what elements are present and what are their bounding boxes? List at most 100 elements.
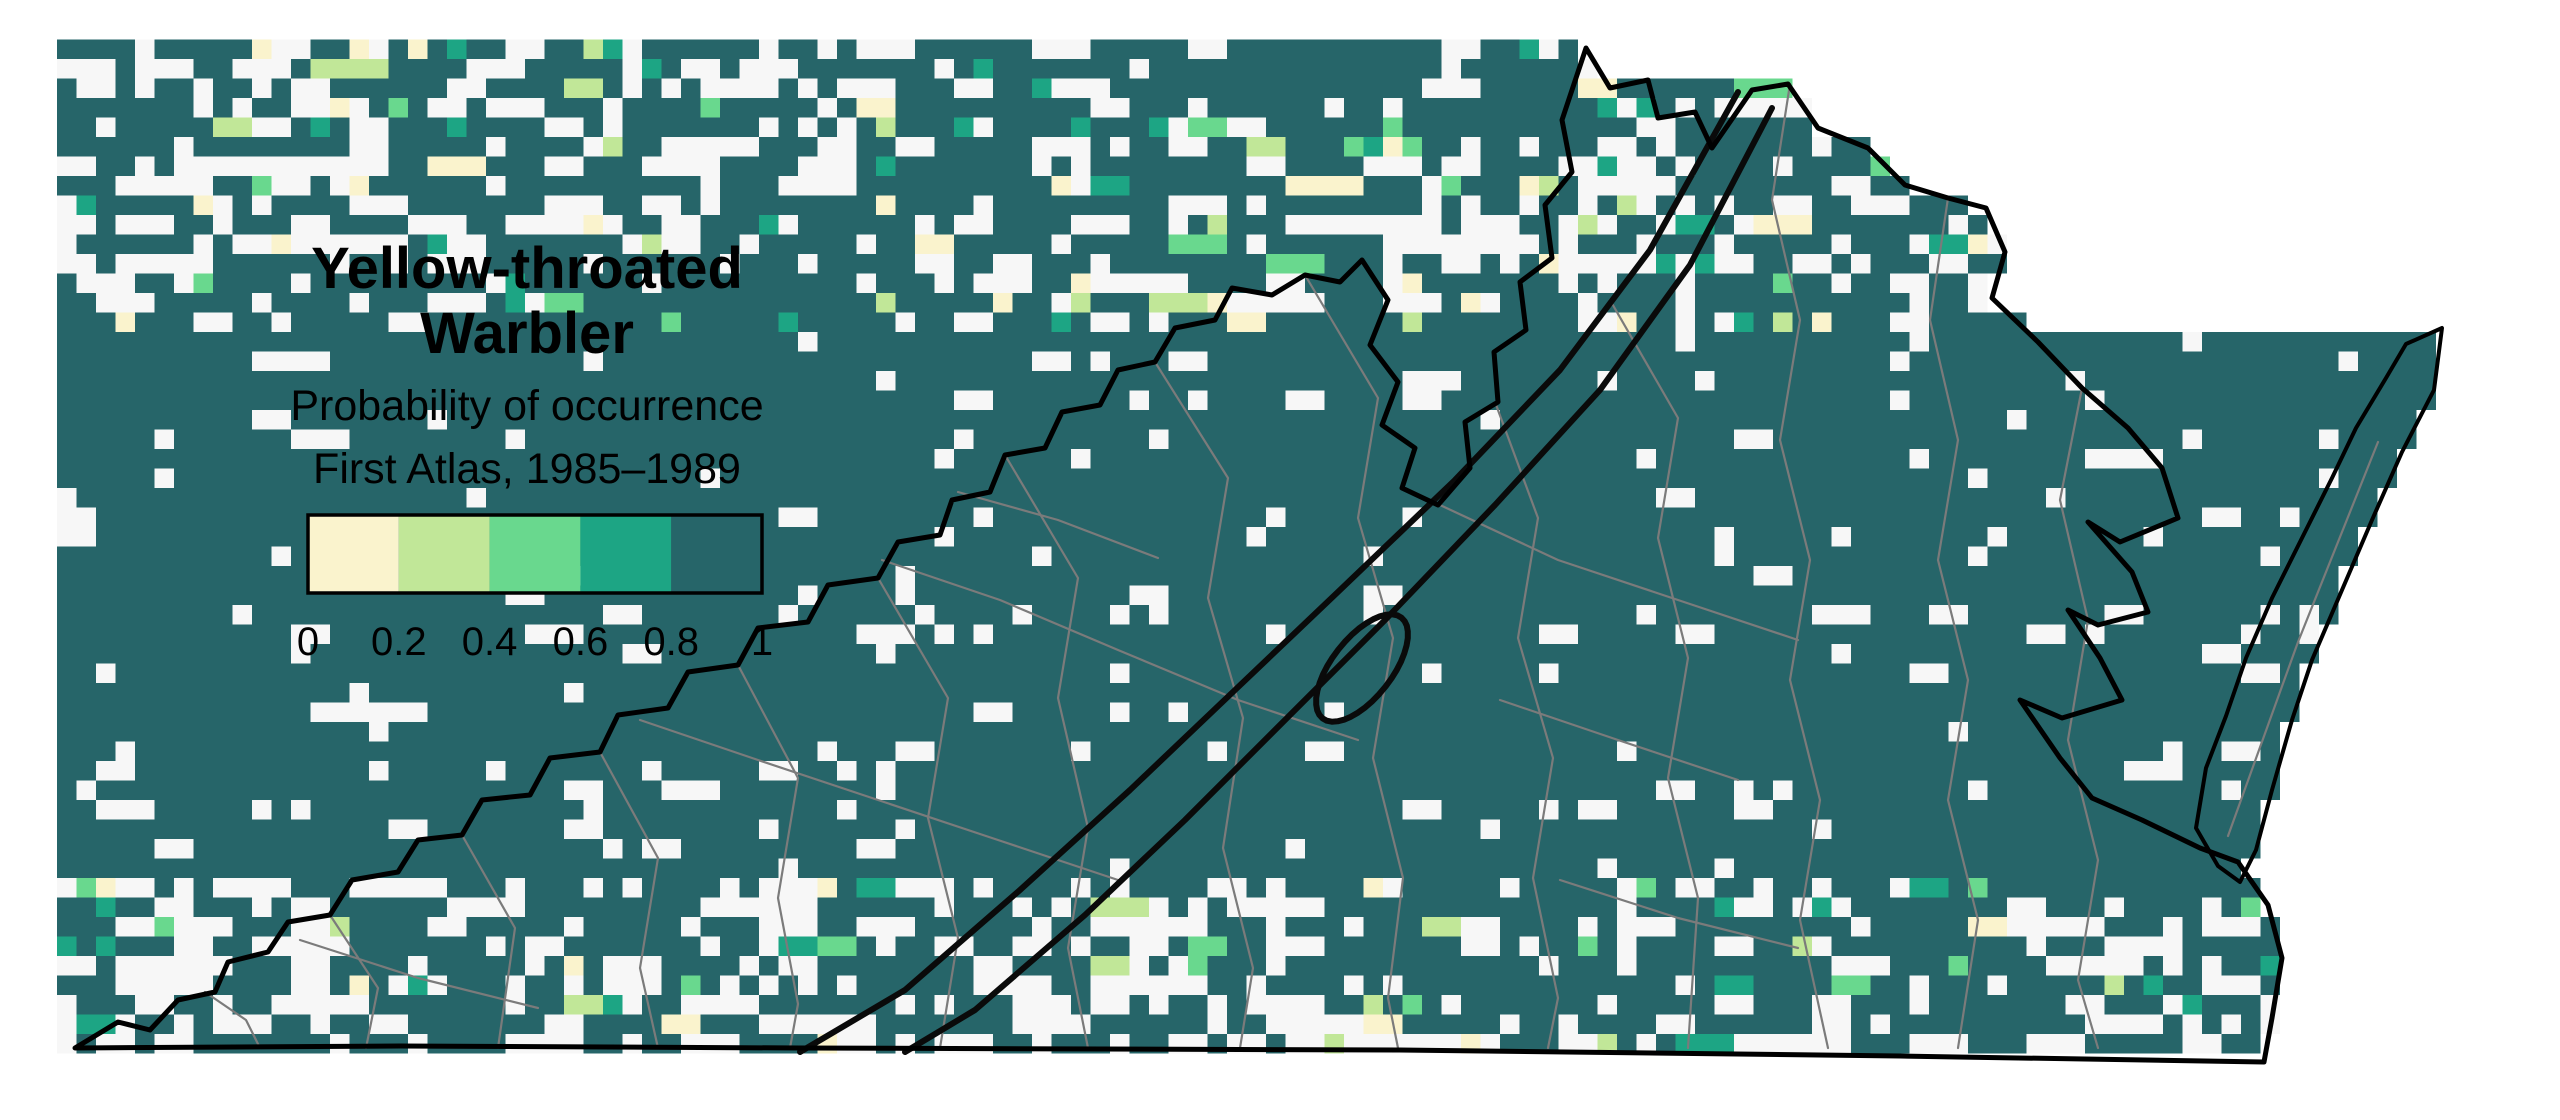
grid-cell [1402,527,1422,547]
grid-cell [154,273,174,293]
grid-cell [1890,293,1910,313]
grid-cell [1656,722,1676,742]
grid-cell [1012,410,1032,430]
grid-cell [603,702,623,722]
grid-cell [1636,293,1656,313]
grid-cell [271,897,291,917]
grid-cell [135,429,155,449]
grid-cell [2221,722,2241,742]
grid-cell [603,332,623,352]
grid-cell [1246,566,1266,586]
grid-cell [2046,819,2066,839]
grid-cell [1539,527,1559,547]
grid-cell [1090,644,1110,664]
grid-cell [1188,390,1208,410]
grid-cell [1246,624,1266,644]
grid-cell [1753,546,1773,566]
grid-cell [1812,800,1832,820]
grid-cell [954,117,974,137]
grid-cell [2260,722,2280,742]
grid-cell [1578,800,1598,820]
probability-grid [57,39,2436,1054]
grid-cell [1344,819,1364,839]
grid-cell [135,546,155,566]
grid-cell [759,254,779,274]
grid-cell [1207,390,1227,410]
grid-cell [1929,663,1949,683]
grid-cell [1227,78,1247,98]
grid-cell [427,312,447,332]
grid-cell [349,59,369,79]
grid-cell [973,39,993,59]
grid-cell [2221,507,2241,527]
grid-cell [1168,761,1188,781]
grid-cell [1578,215,1598,235]
grid-cell [1851,332,1871,352]
grid-cell [1012,663,1032,683]
grid-cell [759,390,779,410]
grid-cell [135,410,155,430]
grid-cell [603,741,623,761]
grid-cell [1168,137,1188,157]
grid-cell [1909,605,1929,625]
grid-cell [505,644,525,664]
grid-cell [993,546,1013,566]
grid-cell [817,215,837,235]
grid-cell [603,156,623,176]
grid-cell [1129,605,1149,625]
grid-cell [525,78,545,98]
grid-cell [1012,527,1032,547]
grid-cell [2182,663,2202,683]
grid-cell [76,585,96,605]
grid-cell [1344,546,1364,566]
grid-cell [232,449,252,469]
grid-cell [2065,507,2085,527]
grid-cell [1422,293,1442,313]
grid-cell [466,605,486,625]
grid-cell [1890,371,1910,391]
grid-cell [1051,195,1071,215]
grid-cell [115,215,135,235]
grid-cell [96,371,116,391]
grid-cell [1714,410,1734,430]
grid-cell [798,897,818,917]
grid-cell [973,507,993,527]
grid-cell [1656,176,1676,196]
grid-cell [1734,897,1754,917]
grid-cell [1246,117,1266,137]
grid-cell [408,156,428,176]
grid-cell [310,254,330,274]
grid-cell [232,410,252,430]
grid-cell [76,332,96,352]
grid-cell [466,897,486,917]
grid-cell [778,273,798,293]
grid-cell [525,819,545,839]
grid-cell [408,332,428,352]
grid-cell [798,371,818,391]
grid-cell [622,410,642,430]
grid-cell [232,351,252,371]
grid-cell [1851,624,1871,644]
grid-cell [1578,156,1598,176]
grid-cell [973,429,993,449]
grid-cell [1753,780,1773,800]
grid-cell [837,195,857,215]
grid-cell [1071,507,1091,527]
grid-cell [2260,410,2280,430]
grid-cell [213,507,233,527]
grid-cell [1344,917,1364,937]
grid-cell [447,273,467,293]
grid-cell [1734,741,1754,761]
grid-cell [681,624,701,644]
grid-cell [1558,488,1578,508]
grid-cell [1812,507,1832,527]
grid-cell [330,663,350,683]
grid-cell [583,761,603,781]
grid-cell [1539,390,1559,410]
grid-cell [76,527,96,547]
grid-cell [76,566,96,586]
grid-cell [1890,254,1910,274]
grid-cell [1500,195,1520,215]
grid-cell [973,468,993,488]
grid-cell [583,332,603,352]
